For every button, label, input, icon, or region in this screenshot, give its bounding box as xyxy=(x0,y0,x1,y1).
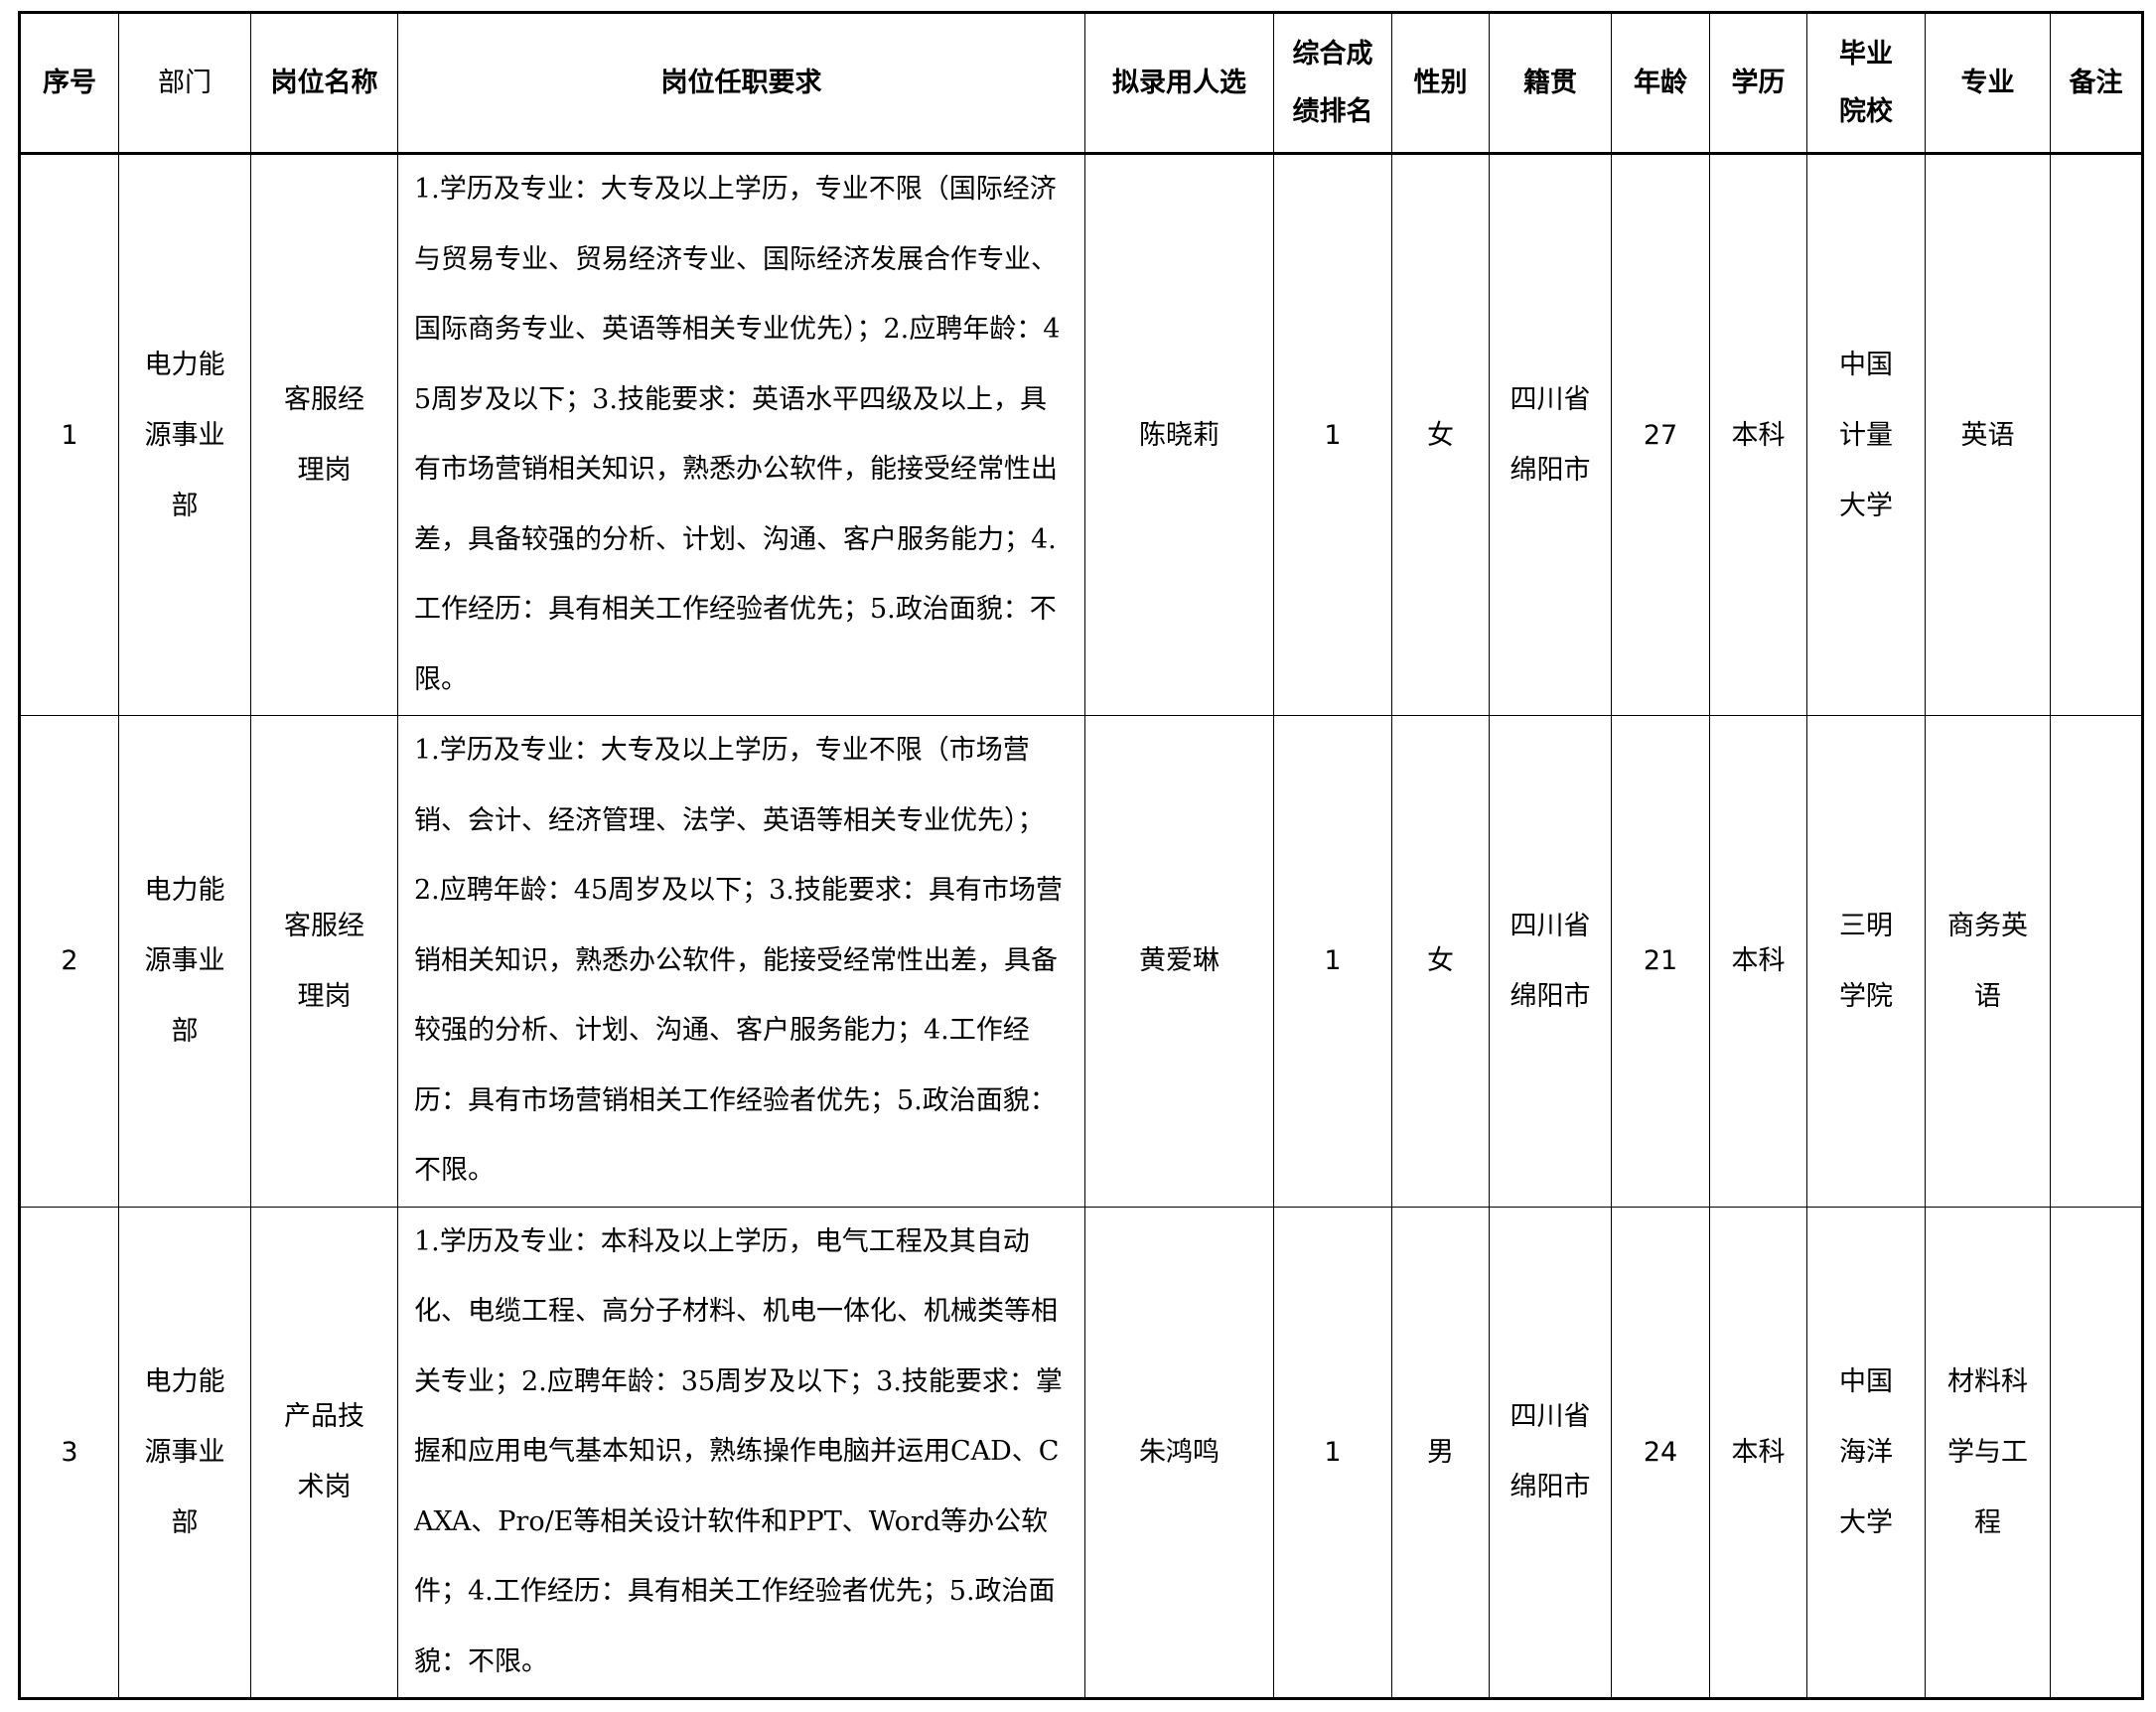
header-origin: 籍贯 xyxy=(1489,12,1612,154)
recruitment-table: 序号 部门 岗位名称 岗位任职要求 拟录用人选 综合成绩排名 性别 籍贯 年龄 … xyxy=(18,11,2144,1700)
cell-education: 本科 xyxy=(1709,1206,1807,1699)
header-requirements: 岗位任职要求 xyxy=(397,12,1085,154)
table-row: 3 电力能源事业部 产品技术岗 1.学历及专业：本科及以上学历，电气工程及其自动… xyxy=(19,1206,2143,1699)
cell-origin: 四川省绵阳市 xyxy=(1489,1206,1612,1699)
cell-requirements: 1.学历及专业：大专及以上学历，专业不限（市场营销、会计、经济管理、法学、英语等… xyxy=(397,715,1085,1208)
cell-origin: 四川省绵阳市 xyxy=(1489,715,1612,1208)
cell-no: 3 xyxy=(19,1206,119,1699)
cell-gender: 女 xyxy=(1391,715,1490,1208)
header-dept: 部门 xyxy=(118,12,251,154)
cell-requirements: 1.学历及专业：大专及以上学历，专业不限（国际经济与贸易专业、贸易经济专业、国际… xyxy=(397,153,1085,716)
cell-school: 中国海洋大学 xyxy=(1806,1206,1926,1699)
cell-age: 27 xyxy=(1611,153,1710,716)
cell-school: 三明学院 xyxy=(1806,715,1926,1208)
cell-requirements: 1.学历及专业：本科及以上学历，电气工程及其自动化、电缆工程、高分子材料、机电一… xyxy=(397,1206,1085,1699)
header-no: 序号 xyxy=(19,12,119,154)
cell-candidate: 黄爱琳 xyxy=(1084,715,1274,1208)
cell-gender: 女 xyxy=(1391,153,1490,716)
header-education: 学历 xyxy=(1709,12,1807,154)
cell-dept: 电力能源事业部 xyxy=(118,153,251,716)
cell-rank: 1 xyxy=(1273,153,1392,716)
cell-note xyxy=(2050,1206,2143,1699)
cell-origin: 四川省绵阳市 xyxy=(1489,153,1612,716)
cell-candidate: 陈晓莉 xyxy=(1084,153,1274,716)
cell-no: 1 xyxy=(19,153,119,716)
cell-major: 英语 xyxy=(1925,153,2051,716)
cell-no: 2 xyxy=(19,715,119,1208)
cell-candidate: 朱鸿鸣 xyxy=(1084,1206,1274,1699)
cell-note xyxy=(2050,153,2143,716)
header-position: 岗位名称 xyxy=(250,12,398,154)
cell-major: 材料科学与工程 xyxy=(1925,1206,2051,1699)
cell-major: 商务英语 xyxy=(1925,715,2051,1208)
header-rank: 综合成绩排名 xyxy=(1273,12,1392,154)
table-row: 1 电力能源事业部 客服经理岗 1.学历及专业：大专及以上学历，专业不限（国际经… xyxy=(19,153,2143,716)
cell-education: 本科 xyxy=(1709,715,1807,1208)
cell-school: 中国计量大学 xyxy=(1806,153,1926,716)
cell-dept: 电力能源事业部 xyxy=(118,1206,251,1699)
header-candidate: 拟录用人选 xyxy=(1084,12,1274,154)
table-row: 2 电力能源事业部 客服经理岗 1.学历及专业：大专及以上学历，专业不限（市场营… xyxy=(19,715,2143,1208)
cell-position: 产品技术岗 xyxy=(250,1206,398,1699)
cell-gender: 男 xyxy=(1391,1206,1490,1699)
cell-rank: 1 xyxy=(1273,715,1392,1208)
cell-rank: 1 xyxy=(1273,1206,1392,1699)
header-gender: 性别 xyxy=(1391,12,1490,154)
cell-education: 本科 xyxy=(1709,153,1807,716)
cell-age: 21 xyxy=(1611,715,1710,1208)
cell-position: 客服经理岗 xyxy=(250,153,398,716)
cell-dept: 电力能源事业部 xyxy=(118,715,251,1208)
header-school: 毕业院校 xyxy=(1806,12,1926,154)
cell-note xyxy=(2050,715,2143,1208)
header-row: 序号 部门 岗位名称 岗位任职要求 拟录用人选 综合成绩排名 性别 籍贯 年龄 … xyxy=(19,12,2143,154)
header-age: 年龄 xyxy=(1611,12,1710,154)
cell-age: 24 xyxy=(1611,1206,1710,1699)
header-major: 专业 xyxy=(1925,12,2051,154)
header-note: 备注 xyxy=(2050,12,2143,154)
cell-position: 客服经理岗 xyxy=(250,715,398,1208)
